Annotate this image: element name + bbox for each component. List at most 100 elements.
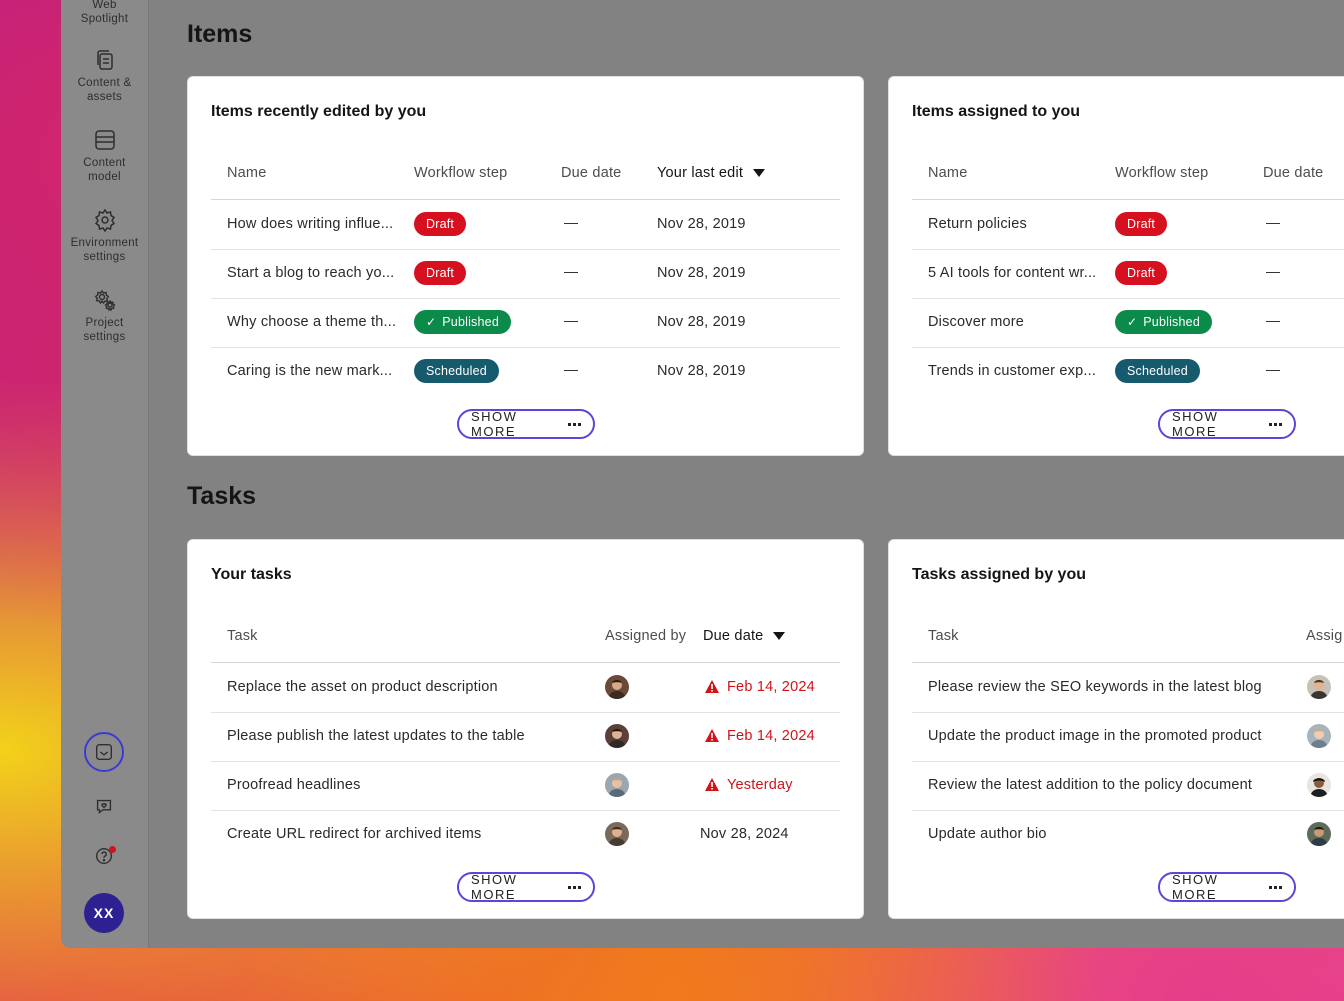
- task-name[interactable]: Update the product image in the promoted…: [928, 728, 1262, 744]
- show-more-button[interactable]: SHOW MORE: [457, 409, 595, 439]
- user-avatar[interactable]: XX: [84, 893, 124, 933]
- notification-dot: [109, 846, 116, 853]
- warning-icon: [705, 729, 719, 742]
- last-edit-date: Nov 28, 2019: [657, 363, 746, 379]
- show-more-button[interactable]: SHOW MORE: [1158, 409, 1296, 439]
- table-header: Name Workflow step Due date Your last ed…: [211, 165, 840, 200]
- button-label: SHOW MORE: [1172, 872, 1219, 902]
- column-header-due-date[interactable]: Due date: [703, 628, 786, 644]
- column-header-label: Your last edit: [657, 165, 744, 181]
- table-row[interactable]: 5 AI tools for content wr... Draft: [912, 249, 1344, 299]
- status-badge: ✓ Published: [414, 310, 511, 334]
- assignee-avatar: [1307, 822, 1331, 846]
- table-row[interactable]: Trends in customer exp... Scheduled: [912, 347, 1344, 396]
- table-row[interactable]: Start a blog to reach yo... Draft Nov 28…: [211, 249, 840, 299]
- show-more-button[interactable]: SHOW MORE: [1158, 872, 1296, 902]
- task-name[interactable]: Review the latest addition to the policy…: [928, 777, 1253, 793]
- help-button[interactable]: [84, 836, 124, 876]
- last-edit-date: Nov 28, 2019: [657, 216, 746, 232]
- item-name[interactable]: How does writing influe...: [227, 216, 394, 232]
- task-name[interactable]: Replace the asset on product description: [227, 679, 498, 695]
- table-row[interactable]: Proofread headlines Yesterday: [211, 761, 840, 811]
- column-header-name[interactable]: Name: [227, 165, 267, 181]
- button-label: SHOW MORE: [471, 409, 518, 439]
- help-icon: [95, 847, 113, 865]
- column-header-task[interactable]: Task: [227, 628, 258, 644]
- item-name[interactable]: Discover more: [928, 314, 1025, 330]
- sidebar-item-label: Content &: [77, 77, 132, 89]
- task-name[interactable]: Update author bio: [928, 826, 1047, 842]
- feedback-button[interactable]: [84, 787, 124, 827]
- sidebar-item-web-spotlight[interactable]: Web Spotlight: [61, 0, 148, 26]
- table-row[interactable]: Return policies Draft: [912, 200, 1344, 250]
- more-dots-icon: [566, 885, 581, 889]
- assignee-avatar: [1307, 724, 1331, 748]
- due-date-empty: [564, 272, 578, 273]
- column-header-due-date[interactable]: Due date: [561, 165, 622, 181]
- table-header: Task Assig: [912, 628, 1344, 663]
- table-header: Name Workflow step Due date: [912, 165, 1344, 200]
- table-row[interactable]: Caring is the new mark... Scheduled Nov …: [211, 347, 840, 396]
- task-name[interactable]: Proofread headlines: [227, 777, 361, 793]
- sidebar-item-label: Environment: [70, 237, 139, 249]
- column-header-last-edit[interactable]: Your last edit: [657, 165, 766, 181]
- show-more-button[interactable]: SHOW MORE: [457, 872, 595, 902]
- sidebar-item-label: settings: [83, 331, 126, 343]
- section-title-tasks: Tasks: [187, 482, 257, 510]
- status-badge: Scheduled: [414, 359, 499, 383]
- due-date-empty: [1266, 223, 1280, 224]
- column-header-task[interactable]: Task: [928, 628, 959, 644]
- sidebar-item-label: assets: [86, 91, 123, 103]
- inbox-button[interactable]: [84, 732, 124, 772]
- sidebar-item-label: Project: [85, 317, 124, 329]
- column-header-due-date[interactable]: Due date: [1263, 165, 1324, 181]
- warning-icon: [705, 680, 719, 693]
- item-name[interactable]: Caring is the new mark...: [227, 363, 393, 379]
- table-row[interactable]: How does writing influe... Draft Nov 28,…: [211, 200, 840, 250]
- due-date: Yesterday: [727, 777, 793, 793]
- last-edit-date: Nov 28, 2019: [657, 314, 746, 330]
- task-name[interactable]: Create URL redirect for archived items: [227, 826, 482, 842]
- task-name[interactable]: Please publish the latest updates to the…: [227, 728, 525, 744]
- item-name[interactable]: 5 AI tools for content wr...: [928, 265, 1097, 281]
- table-row[interactable]: Replace the asset on product description…: [211, 663, 840, 713]
- item-name[interactable]: Why choose a theme th...: [227, 314, 397, 330]
- task-name[interactable]: Please review the SEO keywords in the la…: [928, 679, 1262, 695]
- table-row[interactable]: Update the product image in the promoted…: [912, 712, 1344, 762]
- status-badge: Draft: [414, 261, 467, 285]
- table-row[interactable]: Why choose a theme th... ✓ Published Nov …: [211, 298, 840, 348]
- section-title-items: Items: [187, 20, 253, 48]
- button-label: SHOW MORE: [471, 872, 518, 902]
- due-date-empty: [1266, 272, 1280, 273]
- column-header-workflow-step[interactable]: Workflow step: [414, 165, 508, 181]
- gears-icon: [93, 288, 117, 312]
- card-title: Items assigned to you: [912, 103, 1081, 120]
- table-row[interactable]: Create URL redirect for archived items N…: [211, 810, 840, 859]
- item-name[interactable]: Return policies: [928, 216, 1027, 232]
- table-row[interactable]: Please publish the latest updates to the…: [211, 712, 840, 762]
- sidebar-item-environment-settings[interactable]: Environment settings: [61, 208, 148, 264]
- status-badge: ✓ Published: [1115, 310, 1212, 334]
- item-name[interactable]: Start a blog to reach yo...: [227, 265, 395, 281]
- item-name[interactable]: Trends in customer exp...: [928, 363, 1097, 379]
- sidebar-item-label: model: [88, 171, 121, 183]
- column-header-assigned-by[interactable]: Assigned by: [605, 628, 687, 644]
- column-header-assigned[interactable]: Assig: [1306, 628, 1343, 644]
- sidebar-item-label: Content: [83, 157, 126, 169]
- table-row[interactable]: Please review the SEO keywords in the la…: [912, 663, 1344, 713]
- table-row[interactable]: Review the latest addition to the policy…: [912, 761, 1344, 811]
- sidebar-item-project-settings[interactable]: Project settings: [61, 288, 148, 344]
- column-header-workflow-step[interactable]: Workflow step: [1115, 165, 1209, 181]
- assignee-avatar: [605, 773, 629, 797]
- table-row[interactable]: Discover more ✓ Published: [912, 298, 1344, 348]
- last-edit-date: Nov 28, 2019: [657, 265, 746, 281]
- sidebar-item-content-model[interactable]: Content model: [61, 128, 148, 184]
- status-badge: Draft: [1115, 212, 1168, 236]
- table-row[interactable]: Update author bio: [912, 810, 1344, 859]
- column-header-name[interactable]: Name: [928, 165, 968, 181]
- sidebar-item-content-assets[interactable]: Content & assets: [61, 48, 148, 104]
- status-badge: Scheduled: [1115, 359, 1200, 383]
- more-dots-icon: [1267, 885, 1282, 889]
- check-icon: ✓: [426, 315, 437, 329]
- check-icon: ✓: [1127, 315, 1138, 329]
